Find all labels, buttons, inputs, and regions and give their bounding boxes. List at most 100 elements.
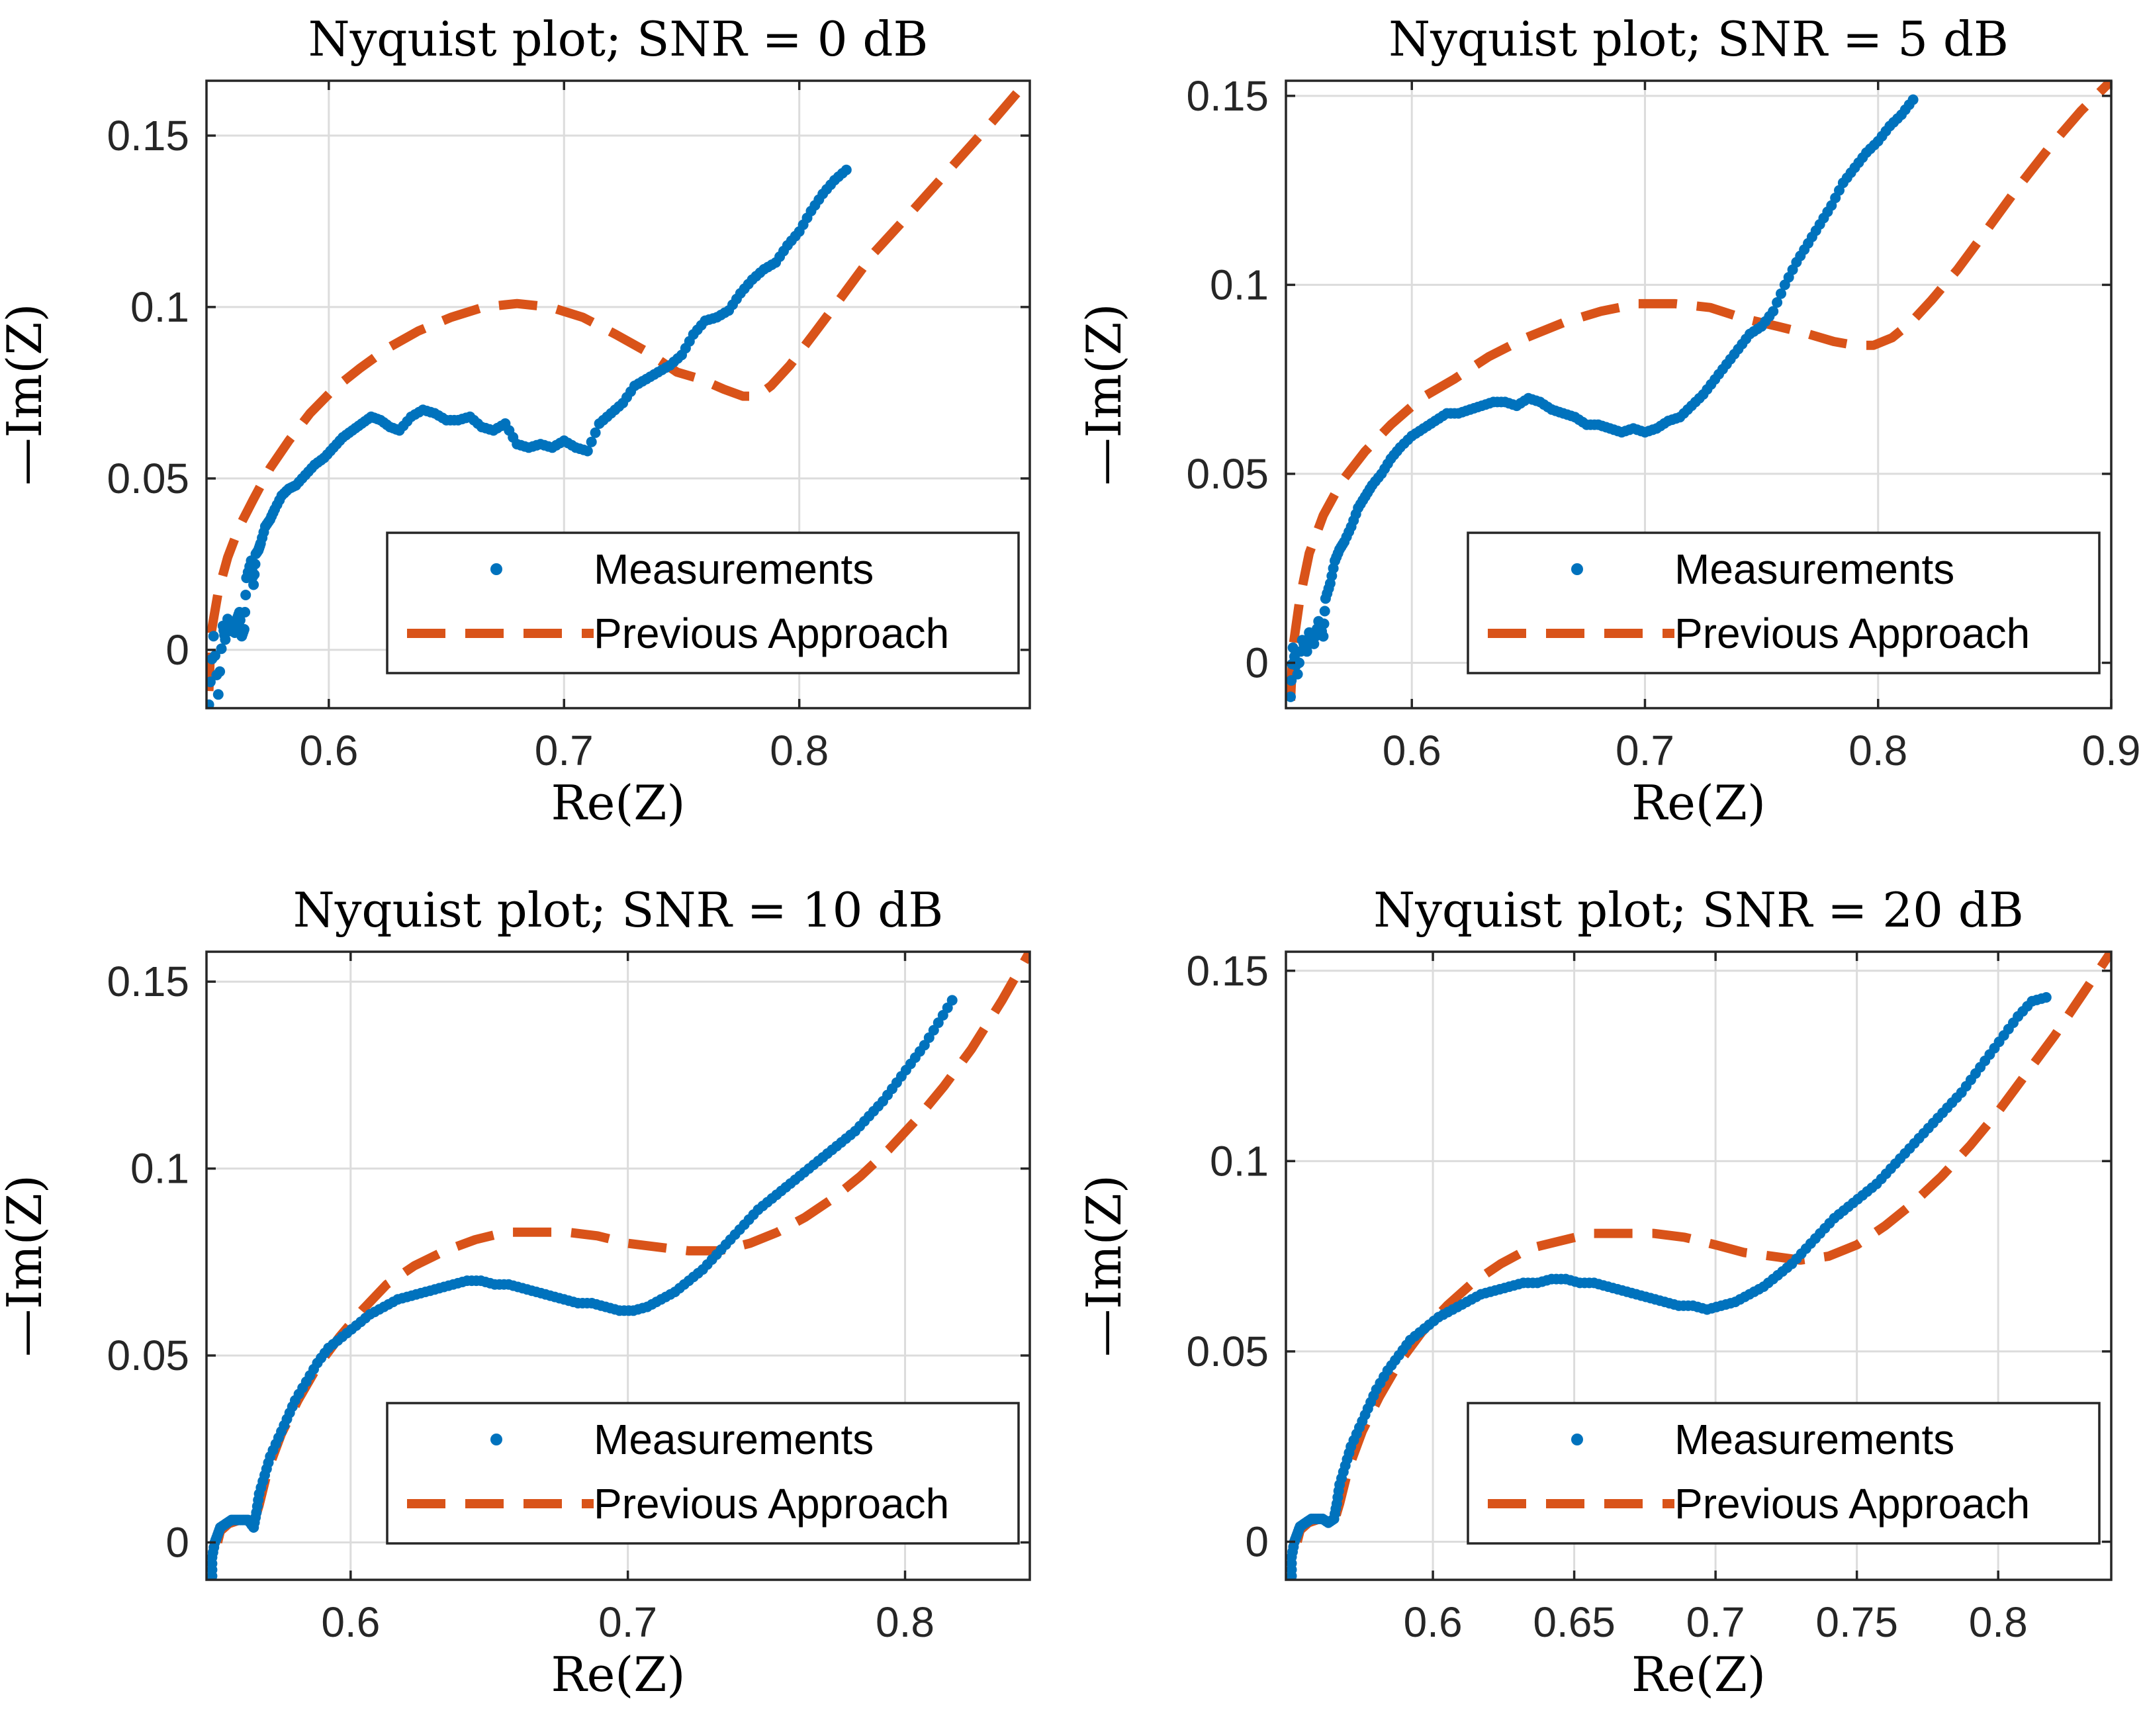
chart-title: Nyquist plot; SNR = 20 dB (1373, 882, 2024, 938)
x-tick-label: 0.7 (535, 727, 594, 774)
x-axis-label: Re(Z) (1631, 775, 1766, 831)
series-measurements (206, 164, 852, 708)
measurement-point (240, 590, 251, 600)
x-tick-label: 0.7 (1686, 1598, 1745, 1646)
axes-box (1285, 950, 2113, 1581)
measurement-point (1768, 306, 1779, 317)
series-measurements (1286, 992, 2052, 1580)
y-tick-label: 0 (165, 1519, 189, 1567)
series-measurements (1286, 94, 1919, 702)
legend-box (1467, 531, 2101, 674)
x-tick-label: 0.6 (299, 727, 358, 774)
x-tick-label: 0.6 (1404, 1598, 1463, 1646)
chart-title: Nyquist plot; SNR = 0 dB (308, 11, 929, 67)
measurement-point (208, 631, 219, 642)
legend: Measurements Previous Approach (386, 1402, 1020, 1545)
x-tick-label: 0.8 (1848, 727, 1907, 774)
legend-marker-measurements (490, 563, 502, 575)
chart-title: Nyquist plot; SNR = 10 dB (293, 882, 944, 938)
y-tick-label: 0.15 (1186, 72, 1269, 120)
x-axis-label: Re(Z) (551, 1647, 685, 1702)
series-previous-approach-line (206, 81, 1030, 692)
chart-panel-4: 0.6 0.65 0.7 0.75 0.8 0 0.05 0.1 0.15 Nyquist plo… (1076, 882, 2113, 1702)
y-tick-label: 0 (1245, 639, 1269, 686)
measurement-point (1776, 288, 1786, 299)
measurement-point (1319, 606, 1330, 617)
y-tick-label: 0.1 (1210, 1137, 1269, 1185)
x-axis-label: Re(Z) (1631, 1647, 1766, 1702)
measurement-point (248, 579, 259, 590)
axes-box (205, 950, 1031, 1581)
x-tick-label: 0.8 (770, 727, 829, 774)
plot-area (206, 81, 1030, 708)
series-previous-approach-line (1286, 81, 2111, 701)
measurement-point (214, 666, 226, 677)
measurement-point (1294, 657, 1304, 668)
measurement-point (1772, 297, 1783, 308)
axes-box (1285, 79, 2113, 709)
measurement-point (1907, 94, 1919, 105)
y-tick-label: 0.05 (107, 1332, 189, 1379)
x-tick-label: 0.7 (1616, 727, 1674, 774)
legend-label-measurements: Measurements (1674, 1416, 1954, 1463)
y-axis-label: —Im(Z) (1076, 1175, 1132, 1357)
legend-marker-measurements (490, 1434, 502, 1445)
legend-marker-measurements (1571, 563, 1583, 575)
y-tick-label: 0.05 (1186, 450, 1269, 498)
y-tick-label: 0.1 (130, 1145, 189, 1193)
plot-area (206, 952, 1030, 1580)
measurement-point (1292, 668, 1303, 680)
measurement-point (206, 676, 216, 688)
legend-label-previous-approach: Previous Approach (594, 610, 949, 657)
legend-label-previous-approach: Previous Approach (594, 1480, 949, 1528)
y-tick-label: 0 (1245, 1518, 1269, 1565)
x-tick-label: 0.6 (1383, 727, 1441, 774)
y-axis-label: —Im(Z) (0, 1175, 52, 1357)
x-tick-label: 0.8 (876, 1598, 935, 1646)
legend-marker-measurements (1571, 1434, 1583, 1445)
measurement-point (582, 445, 593, 457)
chart-panel-2: 0.6 0.7 0.8 0.9 0 0.05 0.1 0.15 Nyquist plot; SN… (1076, 11, 2140, 831)
y-tick-label: 0.15 (1186, 947, 1269, 995)
y-tick-label: 0 (165, 626, 189, 674)
measurement-point (946, 995, 958, 1006)
chart-panel-3: 0.6 0.7 0.8 0 0.05 0.1 0.15 Nyquist plot; SNR =… (0, 882, 1031, 1702)
x-tick-label: 0.65 (1533, 1598, 1616, 1646)
measurement-point (216, 643, 227, 655)
measurement-point (206, 699, 214, 708)
y-tick-label: 0.05 (1186, 1328, 1269, 1375)
legend: Measurements Previous Approach (386, 531, 1020, 674)
x-axis-label: Re(Z) (551, 775, 685, 831)
x-tick-label: 0.75 (1815, 1598, 1898, 1646)
measurement-point (1318, 618, 1330, 629)
measurement-point (210, 650, 220, 661)
measurement-point (1286, 691, 1296, 702)
x-tick-label: 0.7 (598, 1598, 657, 1646)
legend-label-measurements: Measurements (594, 545, 874, 593)
legend-label-previous-approach: Previous Approach (1674, 1480, 2030, 1528)
legend: Measurements Previous Approach (1467, 531, 2101, 674)
legend-box (386, 1402, 1020, 1545)
plot-area (1286, 952, 2111, 1580)
measurement-point (586, 436, 597, 447)
y-tick-label: 0.15 (107, 112, 189, 160)
measurement-point (249, 569, 260, 580)
legend-label-previous-approach: Previous Approach (1674, 610, 2030, 657)
y-tick-label: 0.1 (1210, 261, 1269, 308)
y-tick-label: 0.1 (130, 283, 189, 331)
y-tick-label: 0.05 (107, 455, 189, 502)
measurement-point (234, 615, 246, 625)
chart-title: Nyquist plot; SNR = 5 dB (1389, 11, 2009, 67)
y-tick-label: 0.15 (107, 958, 189, 1005)
x-tick-label: 0.9 (2082, 727, 2141, 774)
legend: Measurements Previous Approach (1467, 1402, 2101, 1545)
axes-box (205, 79, 1031, 709)
measurement-point (250, 559, 261, 570)
legend-box (386, 531, 1020, 674)
x-tick-label: 0.6 (321, 1598, 380, 1646)
measurement-point (212, 689, 224, 700)
measurement-point (238, 623, 250, 635)
measurement-point (240, 607, 251, 617)
measurement-point (1318, 631, 1329, 642)
legend-label-measurements: Measurements (594, 1416, 874, 1463)
